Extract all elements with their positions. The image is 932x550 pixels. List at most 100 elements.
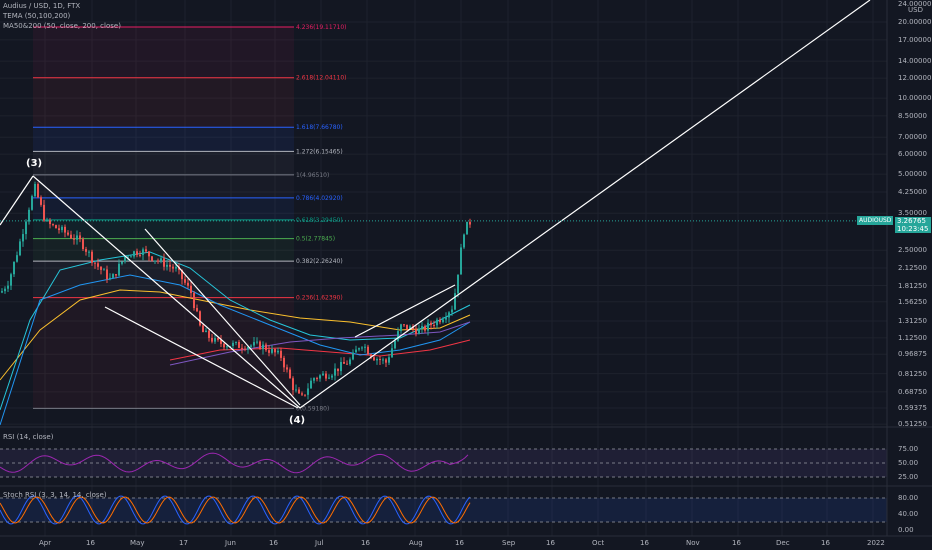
candle-body — [73, 238, 75, 240]
candle-body — [154, 260, 156, 262]
candle-body — [31, 196, 33, 210]
trendline — [354, 284, 456, 338]
candle-body — [289, 369, 291, 379]
symbol-price-tag: AUDIOUSD — [857, 216, 894, 225]
candle-body — [430, 322, 432, 326]
currency-label: USD — [908, 6, 923, 14]
candle-body — [241, 347, 243, 349]
candle-body — [298, 389, 300, 394]
fib-zone — [33, 26, 294, 78]
candle-body — [193, 293, 195, 309]
candle-body — [235, 341, 237, 343]
candle-body — [88, 251, 90, 253]
candle-body — [364, 346, 366, 348]
candle-body — [238, 341, 240, 348]
fib-level-label: 1.272(6.15465) — [296, 148, 343, 155]
candle-body — [244, 348, 246, 350]
candle-body — [316, 378, 318, 380]
candle-body — [286, 367, 288, 370]
candle-body — [268, 350, 270, 353]
candle-body — [253, 342, 255, 346]
fibonacci-retracement[interactable]: 4.236(19.11710) 2.618(12.04110) 1.618(7.66… — [33, 24, 347, 412]
candle-body — [10, 274, 12, 286]
candle-body — [130, 256, 132, 258]
stoch-rsi-pane — [0, 495, 887, 525]
candle-body — [283, 357, 285, 368]
candle-body — [97, 263, 99, 267]
symbol-legend[interactable]: Audius / USD, 1D, FTX — [3, 2, 81, 10]
ma-legend[interactable]: MA50&200 (50, close, 200, close) — [3, 22, 121, 30]
candle-body — [265, 344, 267, 351]
candle-body — [199, 311, 201, 326]
candle-body — [214, 338, 216, 342]
price-top-label: 24.00000 — [898, 0, 932, 8]
time-tick-label: 16 — [821, 539, 830, 547]
fib-zone — [33, 219, 294, 239]
tema-legend[interactable]: TEMA (50,100,200) — [3, 12, 71, 20]
rsi-line — [0, 452, 469, 474]
candle-body — [379, 359, 381, 361]
candle-body — [142, 249, 144, 255]
candle-body — [322, 373, 324, 376]
time-tick-label: Sep — [502, 539, 516, 547]
candle-body — [466, 221, 468, 235]
stoch-tick-label: 0.00 — [898, 526, 914, 534]
candle-body — [367, 346, 369, 355]
candle-body — [451, 309, 453, 313]
candle-body — [37, 183, 39, 198]
candle-body — [190, 285, 192, 294]
candle-body — [118, 263, 120, 276]
candle-body — [151, 256, 153, 261]
candle-body — [43, 204, 45, 221]
candle-body — [382, 359, 384, 361]
candle-body — [22, 234, 24, 242]
candle-body — [307, 388, 309, 395]
time-tick-label: Dec — [776, 539, 790, 547]
candle-body — [256, 341, 258, 343]
rsi-legend[interactable]: RSI (14, close) — [3, 433, 54, 441]
candle-body — [133, 251, 135, 257]
candle-body — [325, 373, 327, 379]
candle-body — [124, 256, 126, 262]
candle-body — [25, 221, 27, 235]
candle-body — [346, 363, 348, 365]
candle-body — [433, 325, 435, 327]
time-tick-label: 2022 — [867, 539, 885, 547]
candle-body — [391, 348, 393, 358]
trendline-drawings[interactable] — [0, 0, 871, 409]
time-tick-label: Nov — [686, 539, 700, 547]
candle-body — [277, 350, 279, 353]
candle-body — [112, 274, 114, 278]
stoch-legend[interactable]: Stoch RSI (3, 3, 14, 14, close) — [3, 491, 107, 499]
price-tick-label: 1.31250 — [898, 316, 927, 325]
candle-body — [82, 239, 84, 250]
time-tick-label: 16 — [732, 539, 741, 547]
candle-body — [460, 247, 462, 275]
candle-body — [115, 274, 117, 276]
price-tick-label: 1.81250 — [898, 281, 927, 290]
candle-body — [295, 389, 297, 391]
time-tick-label: 16 — [269, 539, 278, 547]
candle-body — [217, 338, 219, 340]
candle-body — [163, 258, 165, 267]
time-tick-label: 16 — [546, 539, 555, 547]
candle-body — [262, 344, 264, 350]
time-tick-label: 16 — [640, 539, 649, 547]
candle-body — [220, 339, 222, 344]
time-tick-label: May — [130, 539, 145, 547]
candle-body — [58, 228, 60, 231]
candle-body — [409, 326, 411, 330]
candle-body — [223, 343, 225, 348]
candle-body — [337, 368, 339, 372]
price-tick-label: 4.25000 — [898, 187, 927, 196]
candle-body — [148, 251, 150, 257]
wave-label-3: (3) — [26, 158, 43, 169]
fib-level-label: 0.786(4.02920) — [296, 195, 343, 202]
moving-average-line — [169, 321, 471, 366]
candle-body — [358, 348, 360, 350]
candle-body — [301, 393, 303, 395]
candle-body — [340, 361, 342, 372]
candle-body — [109, 277, 111, 280]
time-tick-label: 16 — [86, 539, 95, 547]
